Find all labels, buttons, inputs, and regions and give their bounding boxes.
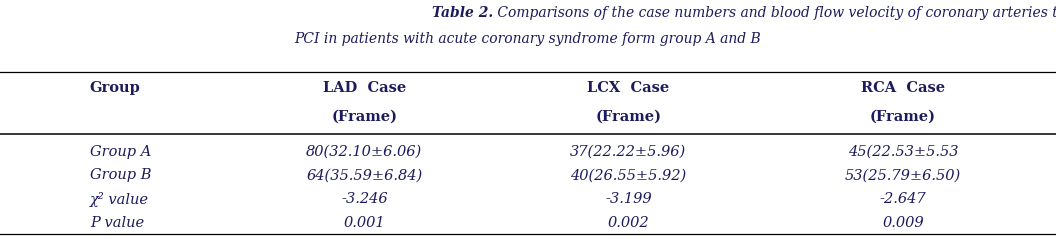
- Text: (Frame): (Frame): [332, 110, 397, 124]
- Text: Group: Group: [90, 81, 140, 95]
- Text: PCI in patients with acute coronary syndrome form group A and B: PCI in patients with acute coronary synd…: [295, 32, 761, 46]
- Text: 53(25.79±6.50): 53(25.79±6.50): [845, 168, 961, 183]
- Text: -2.647: -2.647: [880, 192, 926, 206]
- Text: LAD  Case: LAD Case: [323, 81, 406, 95]
- Text: Table 2.: Table 2.: [432, 6, 493, 20]
- Text: Group B: Group B: [90, 168, 151, 183]
- Text: 45(22.53±5.53: 45(22.53±5.53: [848, 145, 958, 159]
- Text: RCA  Case: RCA Case: [861, 81, 945, 95]
- Text: 64(35.59±6.84): 64(35.59±6.84): [306, 168, 422, 183]
- Text: 0.002: 0.002: [607, 216, 649, 230]
- Text: 0.001: 0.001: [343, 216, 385, 230]
- Text: 80(32.10±6.06): 80(32.10±6.06): [306, 145, 422, 159]
- Text: -3.246: -3.246: [341, 192, 388, 206]
- Text: (Frame): (Frame): [870, 110, 936, 124]
- Text: 40(26.55±5.92): 40(26.55±5.92): [570, 168, 686, 183]
- Text: Comparisons of the case numbers and blood flow velocity of coronary arteries tre: Comparisons of the case numbers and bloo…: [493, 6, 1056, 20]
- Text: Group A: Group A: [90, 145, 151, 159]
- Text: 37(22.22±5.96): 37(22.22±5.96): [570, 145, 686, 159]
- Text: χ² value: χ² value: [90, 192, 149, 207]
- Text: 0.009: 0.009: [882, 216, 924, 230]
- Text: LCX  Case: LCX Case: [587, 81, 670, 95]
- Text: P value: P value: [90, 216, 144, 230]
- Text: -3.199: -3.199: [605, 192, 652, 206]
- Text: (Frame): (Frame): [596, 110, 661, 124]
